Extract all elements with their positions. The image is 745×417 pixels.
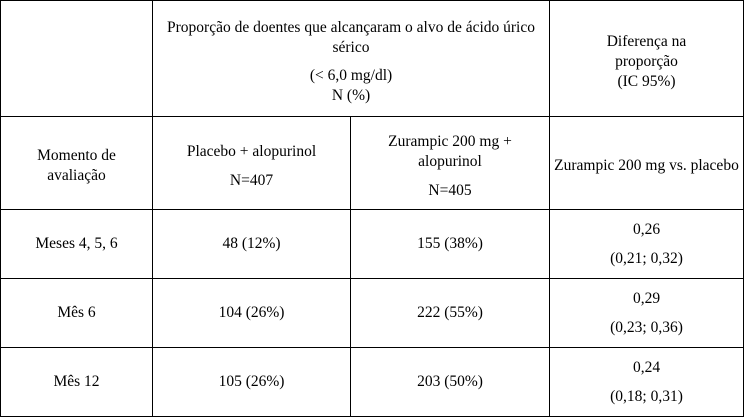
timepoint-cell: Mês 12: [0, 347, 153, 417]
diff-value: 0,29: [632, 289, 661, 307]
diff-header-ci: (IC 95%): [617, 72, 676, 90]
placebo-header-name: Placebo + alopurinol: [186, 142, 317, 160]
diff-cell: 0,26 (0,21; 0,32): [549, 209, 744, 279]
group-header-threshold: (< 6,0 mg/dl): [309, 66, 393, 84]
table-row: Meses 4, 5, 6 48 (12%) 155 (38%) 0,26 (0…: [0, 209, 744, 279]
diff-cell: 0,29 (0,23; 0,36): [549, 278, 744, 348]
corner-cell: [0, 0, 153, 117]
zurampic-header-cell: Zurampic 200 mg + alopurinol N=405: [350, 116, 550, 210]
zurampic-header-name: Zurampic 200 mg + alopurinol: [388, 132, 512, 170]
placebo-header-n: N=407: [229, 171, 274, 189]
diff-header-cell: Diferença na proporção (IC 95%): [549, 0, 744, 117]
diff-ci: (0,21; 0,32): [610, 249, 683, 267]
diff-value: 0,24: [632, 358, 661, 376]
header-row: Proporção de doentes que alcançaram o al…: [0, 0, 744, 117]
diff-value: 0,26: [632, 220, 661, 238]
diff-header-title: Diferença na proporção: [606, 32, 687, 70]
comparison-header: Zurampic 200 mg vs. placebo: [554, 157, 739, 174]
placebo-cell: 105 (26%): [152, 347, 351, 417]
placebo-cell: 104 (26%): [152, 278, 351, 348]
subheader-row: Momento de avaliação Placebo + alopurino…: [0, 116, 744, 210]
placebo-header-cell: Placebo + alopurinol N=407: [152, 116, 351, 210]
group-header-cell: Proporção de doentes que alcançaram o al…: [152, 0, 550, 117]
comparison-header-cell: Zurampic 200 mg vs. placebo: [549, 116, 744, 210]
zurampic-cell: 222 (55%): [350, 278, 550, 348]
zurampic-cell: 155 (38%): [350, 209, 550, 279]
zurampic-cell: 203 (50%): [350, 347, 550, 417]
timepoint-cell: Mês 6: [0, 278, 153, 348]
timepoint-header-cell: Momento de avaliação: [0, 116, 153, 210]
table-row: Mês 6 104 (26%) 222 (55%) 0,29 (0,23; 0,…: [0, 278, 744, 348]
group-header-unit: N (%): [331, 86, 371, 104]
diff-ci: (0,23; 0,36): [610, 318, 683, 336]
table-row: Mês 12 105 (26%) 203 (50%) 0,24 (0,18; 0…: [0, 347, 744, 417]
zurampic-header-n: N=405: [428, 181, 472, 199]
diff-cell: 0,24 (0,18; 0,31): [549, 347, 744, 417]
diff-ci: (0,18; 0,31): [610, 387, 683, 405]
group-header-title: Proporção de doentes que alcançaram o al…: [167, 18, 535, 56]
timepoint-header: Momento de avaliação: [37, 147, 116, 184]
timepoint-cell: Meses 4, 5, 6: [0, 209, 153, 279]
placebo-cell: 48 (12%): [152, 209, 351, 279]
